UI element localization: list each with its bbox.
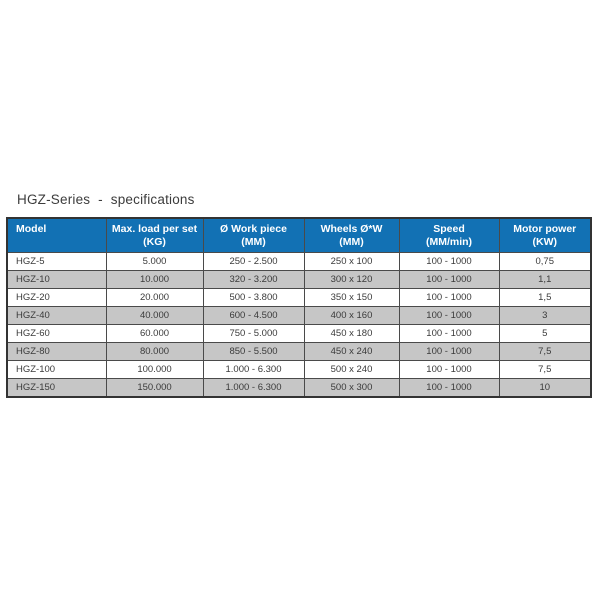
column-header-label: Ø Work piece [220, 223, 287, 235]
cell-motor-power: 5 [498, 324, 592, 343]
cell-model: HGZ-10 [6, 270, 107, 289]
cell-work-piece: 250 - 2.500 [202, 252, 305, 271]
table-row-hgz-40: HGZ-40 40.000 600 - 4.500 400 x 160 100 - 10… [6, 306, 592, 325]
column-header-label: Speed [433, 223, 465, 235]
column-header-label: Wheels Ø*W [320, 223, 383, 235]
cell-work-piece: 1.000 - 6.300 [202, 378, 305, 397]
header-row: Model Max. load per set (KG) Ø Work piece (M… [6, 217, 592, 253]
specifications-table: Model Max. load per set (KG) Ø Work piece (M… [6, 217, 592, 398]
cell-speed: 100 - 1000 [398, 270, 500, 289]
cell-speed: 100 - 1000 [398, 378, 500, 397]
cell-model: HGZ-40 [6, 306, 107, 325]
cell-motor-power: 3 [498, 306, 592, 325]
column-header-model: Model [6, 217, 107, 253]
cell-work-piece: 500 - 3.800 [202, 288, 305, 307]
column-header-label: Max. load per set [111, 223, 198, 235]
cell-model: HGZ-5 [6, 252, 107, 271]
page-title: HGZ-Series - specifications [17, 192, 195, 207]
cell-speed: 100 - 1000 [398, 288, 500, 307]
cell-speed: 100 - 1000 [398, 342, 500, 361]
table-row-hgz-150: HGZ-150 150.000 1.000 - 6.300 500 x 300 100 … [6, 378, 592, 397]
cell-motor-power: 7,5 [498, 360, 592, 379]
cell-speed: 100 - 1000 [398, 324, 500, 343]
cell-model: HGZ-60 [6, 324, 107, 343]
cell-wheels: 450 x 180 [303, 324, 400, 343]
column-header-max-load: Max. load per set (KG) [105, 217, 204, 253]
cell-model: HGZ-20 [6, 288, 107, 307]
cell-model: HGZ-100 [6, 360, 107, 379]
cell-wheels: 500 x 240 [303, 360, 400, 379]
column-header-wheels: Wheels Ø*W (MM) [303, 217, 400, 253]
cell-wheels: 450 x 240 [303, 342, 400, 361]
column-header-label: Motor power [513, 223, 577, 235]
cell-work-piece: 1.000 - 6.300 [202, 360, 305, 379]
column-header-unit: (KG) [143, 236, 166, 248]
cell-work-piece: 320 - 3.200 [202, 270, 305, 289]
cell-max-load: 150.000 [105, 378, 204, 397]
table-row-hgz-100: HGZ-100 100.000 1.000 - 6.300 500 x 240 100 … [6, 360, 592, 379]
table-header: Model Max. load per set (KG) Ø Work piece (M… [6, 217, 592, 253]
cell-work-piece: 600 - 4.500 [202, 306, 305, 325]
cell-wheels: 250 x 100 [303, 252, 400, 271]
cell-work-piece: 850 - 5.500 [202, 342, 305, 361]
cell-max-load: 40.000 [105, 306, 204, 325]
table-row-hgz-5: HGZ-5 5.000 250 - 2.500 250 x 100 100 - 1000… [6, 252, 592, 271]
cell-motor-power: 1,1 [498, 270, 592, 289]
column-header-unit: (KW) [532, 236, 558, 248]
cell-model: HGZ-150 [6, 378, 107, 397]
column-header-speed: Speed (MM/min) [398, 217, 500, 253]
column-header-label: Model [16, 223, 47, 235]
cell-max-load: 10.000 [105, 270, 204, 289]
cell-max-load: 60.000 [105, 324, 204, 343]
table-row-hgz-10: HGZ-10 10.000 320 - 3.200 300 x 120 100 - 10… [6, 270, 592, 289]
cell-wheels: 350 x 150 [303, 288, 400, 307]
cell-max-load: 80.000 [105, 342, 204, 361]
column-header-motor-power: Motor power (KW) [498, 217, 592, 253]
column-header-work-piece: Ø Work piece (MM) [202, 217, 305, 253]
cell-work-piece: 750 - 5.000 [202, 324, 305, 343]
column-header-unit: (MM/min) [425, 236, 473, 248]
cell-wheels: 500 x 300 [303, 378, 400, 397]
cell-max-load: 100.000 [105, 360, 204, 379]
cell-speed: 100 - 1000 [398, 360, 500, 379]
table-row-hgz-60: HGZ-60 60.000 750 - 5.000 450 x 180 100 - 10… [6, 324, 592, 343]
cell-speed: 100 - 1000 [398, 306, 500, 325]
cell-motor-power: 10 [498, 378, 592, 397]
cell-wheels: 400 x 160 [303, 306, 400, 325]
cell-motor-power: 1,5 [498, 288, 592, 307]
cell-max-load: 5.000 [105, 252, 204, 271]
cell-wheels: 300 x 120 [303, 270, 400, 289]
column-header-unit: (MM) [339, 236, 364, 248]
cell-max-load: 20.000 [105, 288, 204, 307]
column-header-unit: (MM) [241, 236, 266, 248]
cell-motor-power: 0,75 [498, 252, 592, 271]
table-row-hgz-80: HGZ-80 80.000 850 - 5.500 450 x 240 100 - 10… [6, 342, 592, 361]
cell-speed: 100 - 1000 [398, 252, 500, 271]
cell-motor-power: 7,5 [498, 342, 592, 361]
table-row-hgz-20: HGZ-20 20.000 500 - 3.800 350 x 150 100 - 10… [6, 288, 592, 307]
cell-model: HGZ-80 [6, 342, 107, 361]
table-body: HGZ-5 5.000 250 - 2.500 250 x 100 100 - 1000… [6, 252, 592, 397]
